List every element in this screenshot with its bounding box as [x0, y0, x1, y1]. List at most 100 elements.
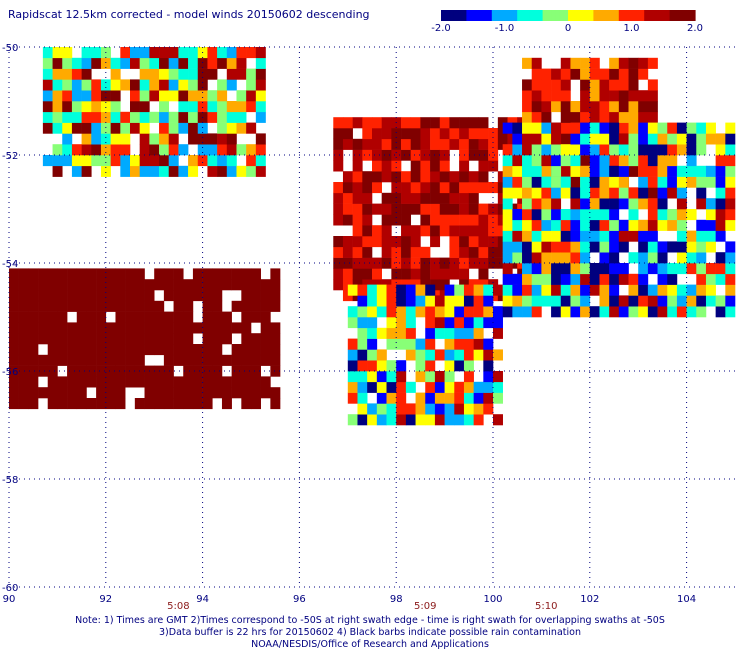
data-cell [449, 203, 460, 215]
data-cell [76, 322, 87, 334]
data-cell [67, 268, 78, 280]
data-cell [589, 90, 600, 102]
data-cell [231, 268, 242, 280]
data-cell [628, 90, 639, 102]
data-cell [522, 295, 533, 307]
data-cell [76, 290, 87, 302]
data-cell [522, 198, 533, 210]
data-cell [52, 111, 63, 123]
data-cell [226, 165, 237, 177]
data-cell [618, 241, 629, 253]
data-cell [18, 322, 29, 334]
data-cell [246, 122, 257, 134]
data-cell [120, 57, 131, 69]
colorbar-segment [690, 10, 696, 21]
data-cell [444, 414, 455, 426]
data-cell [81, 47, 92, 59]
data-cell [415, 414, 426, 426]
data-cell [551, 155, 562, 167]
data-cell [560, 79, 571, 91]
data-cell [410, 225, 421, 237]
x-tick-label: 92 [99, 594, 112, 605]
data-cell [647, 252, 658, 264]
data-cell [362, 246, 373, 258]
data-cell [551, 230, 562, 242]
data-cell [9, 354, 19, 366]
data-cell [657, 209, 668, 221]
data-cell [430, 268, 441, 280]
data-cell [251, 279, 261, 291]
data-cell [589, 68, 600, 80]
data-cell [444, 338, 455, 350]
data-cell [459, 246, 470, 258]
data-cell [444, 360, 455, 372]
data-cell [463, 349, 474, 361]
data-cell [551, 68, 562, 80]
data-cell [468, 203, 479, 215]
x-tick-label: 98 [390, 594, 403, 605]
data-cell [52, 90, 63, 102]
data-cell [405, 381, 416, 393]
data-cell [454, 349, 465, 361]
data-cell [241, 398, 252, 410]
data-cell [236, 101, 247, 113]
data-cell [609, 122, 620, 134]
colorbar-segment [635, 10, 641, 21]
data-cell [342, 192, 353, 204]
data-cell [144, 387, 155, 399]
data-cell [589, 241, 600, 253]
data-cell [62, 79, 73, 91]
data-cell [459, 160, 470, 172]
data-cell [570, 57, 581, 69]
data-cell [415, 371, 426, 383]
data-cell [420, 268, 431, 280]
data-cell [352, 225, 363, 237]
data-cell [231, 300, 242, 312]
data-cell [236, 57, 247, 69]
data-cell [217, 133, 228, 145]
data-cell [512, 133, 523, 145]
data-cell [173, 333, 184, 345]
data-cell [226, 57, 237, 69]
data-cell [352, 117, 363, 129]
data-cell [57, 311, 68, 323]
data-cell [618, 133, 629, 145]
data-cell [178, 90, 189, 102]
data-cell [599, 122, 610, 134]
colorbar-segment [496, 10, 501, 21]
data-cell [541, 273, 552, 285]
data-cell [401, 117, 412, 129]
data-cell [217, 144, 228, 156]
data-cell [618, 306, 629, 318]
data-cell [609, 306, 620, 318]
data-cell [570, 306, 581, 318]
data-cell [401, 171, 412, 183]
data-cell [115, 365, 126, 377]
data-cell [580, 101, 591, 113]
data-cell [686, 263, 697, 275]
data-cell [207, 47, 218, 59]
data-cell [512, 219, 523, 231]
data-cell [71, 79, 82, 91]
data-cell [52, 165, 63, 177]
colorbar-segment [449, 10, 455, 21]
data-cell [459, 236, 470, 248]
data-cell [105, 279, 116, 291]
colorbar-segment [551, 10, 556, 21]
data-cell [522, 165, 533, 177]
data-cell [130, 111, 140, 123]
data-cell [333, 117, 344, 129]
data-cell [686, 306, 697, 318]
data-cell [57, 300, 68, 312]
data-cell [202, 322, 213, 334]
data-cell [580, 219, 591, 231]
colorbar-segment [610, 10, 616, 21]
data-cell [647, 219, 658, 231]
data-cell [434, 327, 445, 339]
data-cell [657, 306, 668, 318]
data-cell [599, 165, 610, 177]
data-cell [188, 68, 199, 80]
data-cell [376, 349, 387, 361]
data-cell [463, 392, 474, 404]
data-cell [76, 279, 87, 291]
